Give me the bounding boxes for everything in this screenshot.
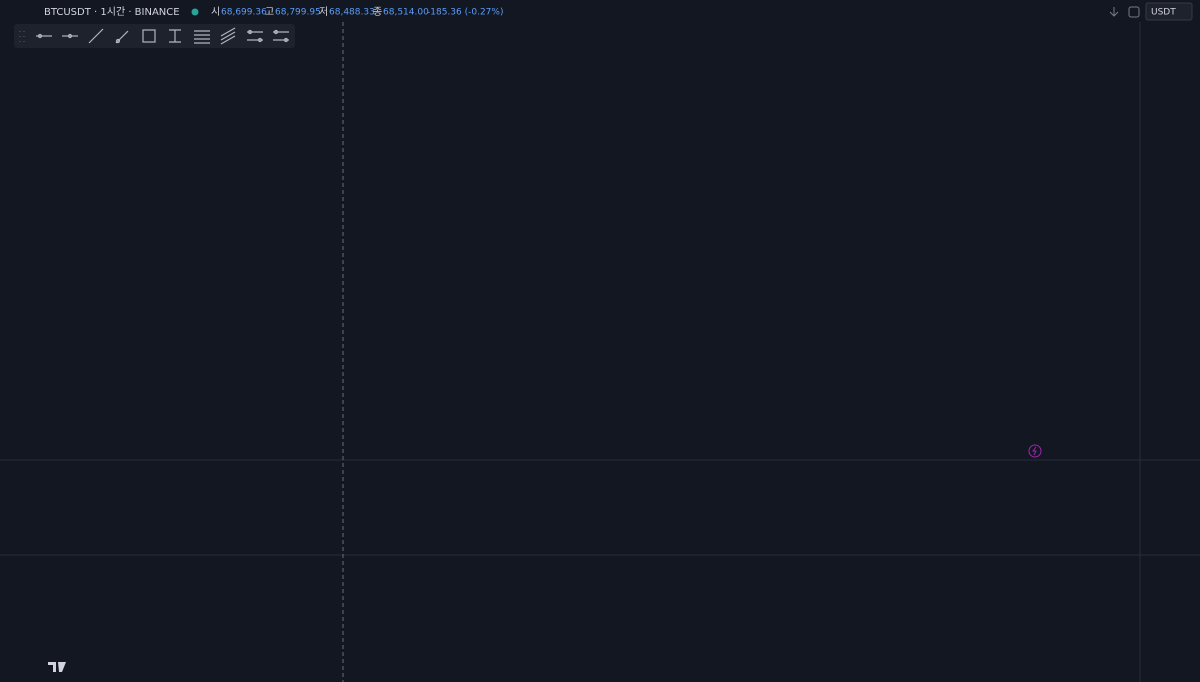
ohlc-value: 68,488.33 <box>329 8 375 18</box>
ohlc-label: 종 <box>373 6 382 18</box>
logo <box>48 662 66 672</box>
download-icon[interactable] <box>1109 7 1119 17</box>
alert-bolt <box>1032 446 1037 456</box>
ohlc-label: 시 <box>211 6 220 18</box>
symbol-title[interactable]: BTCUSDT · 1시간 · BINANCE <box>44 6 180 18</box>
change: -185.36 (-0.27%) <box>427 8 503 18</box>
ohlc-value: 68,514.00 <box>383 8 429 18</box>
ohlc-value: 68,799.95 <box>275 8 321 18</box>
currency-select[interactable] <box>1145 2 1193 21</box>
market-status <box>191 8 199 16</box>
drawing-toolbar <box>14 24 295 48</box>
ohlc-value: 68,699.36 <box>221 8 267 18</box>
alert-icon[interactable] <box>1028 444 1042 458</box>
refresh-icon[interactable] <box>1128 6 1140 18</box>
ohlc-label: 저 <box>319 6 328 18</box>
ohlc-label: 고 <box>265 7 274 18</box>
currency-label[interactable]: USDT <box>1151 8 1176 18</box>
